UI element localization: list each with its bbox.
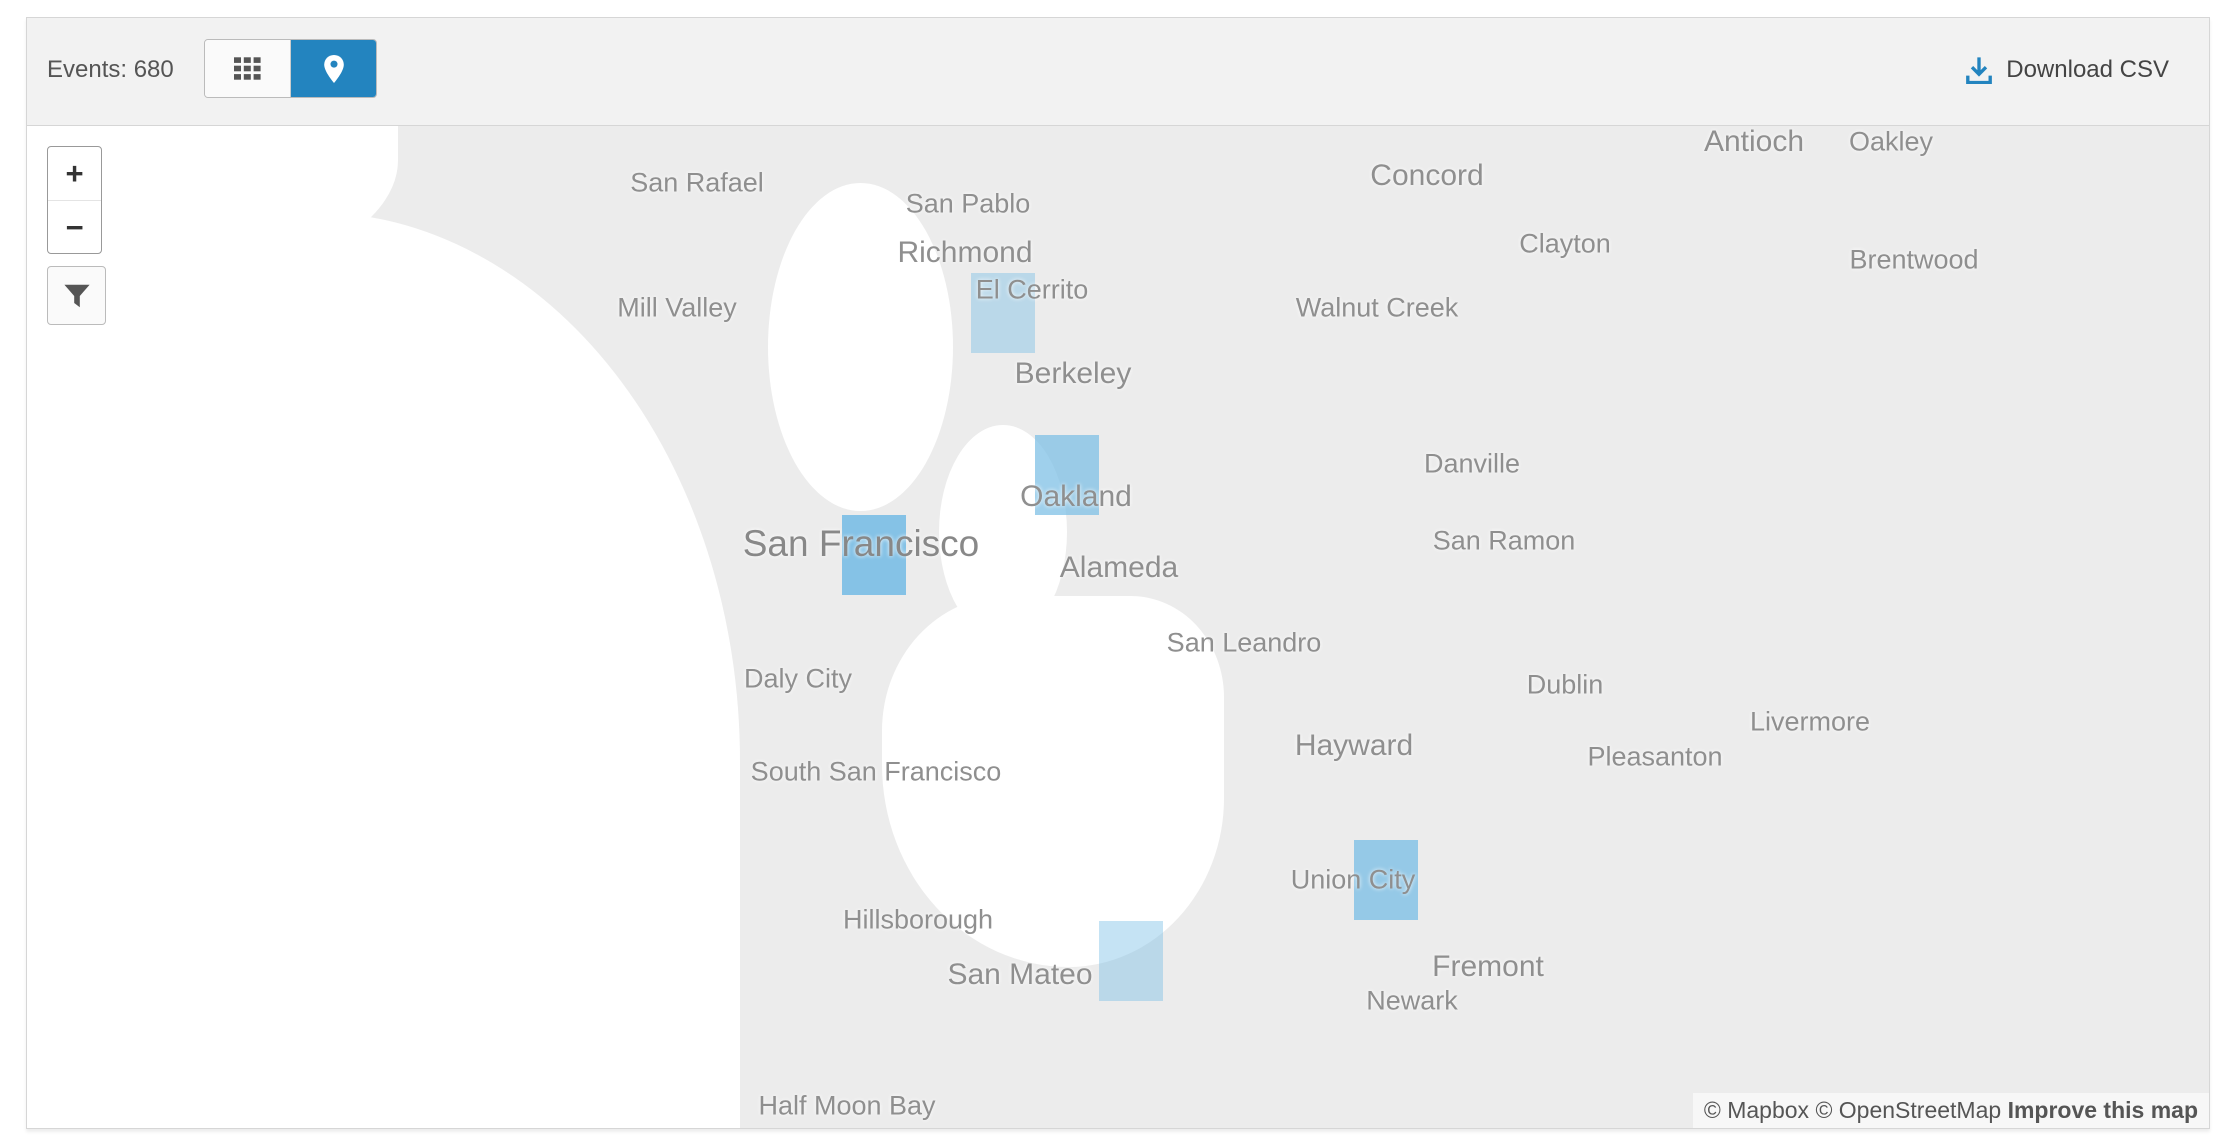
- osm-link[interactable]: © OpenStreetMap: [1815, 1097, 2002, 1123]
- map-label: Oakland: [1020, 480, 1132, 513]
- download-csv-button[interactable]: Download CSV: [1966, 56, 2169, 84]
- ocean: [27, 212, 740, 1128]
- map-label: San Rafael: [630, 167, 764, 198]
- map-label: Oakley: [1848, 126, 1934, 157]
- map-label: Clayton: [1519, 228, 1611, 259]
- heat-cell[interactable]: [1354, 840, 1418, 920]
- table-view-button[interactable]: [205, 40, 291, 97]
- map-pin-icon: [323, 54, 344, 83]
- events-count: Events: 680: [47, 56, 174, 83]
- view-toggle: [204, 39, 377, 98]
- zoom-in-button[interactable]: +: [48, 147, 101, 201]
- map-panel: Events: 680 Download CSV Antioch Oakley …: [26, 17, 2210, 1129]
- bay: [882, 596, 1224, 967]
- map-label: Walnut Creek: [1295, 292, 1459, 323]
- map-label: Newark: [1366, 985, 1458, 1016]
- improve-map-link[interactable]: Improve this map: [2007, 1097, 2198, 1123]
- map-label: Pleasanton: [1587, 741, 1723, 772]
- map-label: San Leandro: [1166, 627, 1322, 658]
- map-label: Alameda: [1059, 551, 1179, 584]
- map-canvas[interactable]: Antioch Oakley San Rafael San Pablo Conc…: [27, 125, 2209, 1128]
- map-view-button[interactable]: [291, 40, 376, 97]
- map-label: Hillsborough: [842, 904, 994, 935]
- grid-icon: [233, 57, 261, 80]
- filter-button[interactable]: [47, 266, 106, 325]
- heat-cell[interactable]: [842, 515, 906, 595]
- map-label: Livermore: [1749, 706, 1871, 737]
- map-label: Union City: [1290, 864, 1416, 895]
- map-label: South San Francisco: [750, 756, 1002, 787]
- zoom-control: + −: [47, 146, 102, 254]
- map-label: Mill Valley: [617, 292, 737, 323]
- map-label: El Cerrito: [975, 274, 1089, 305]
- map-label: Daly City: [743, 663, 853, 694]
- filter-icon: [63, 284, 90, 307]
- toolbar: Events: 680 Download CSV: [27, 18, 2209, 126]
- map-label: San Mateo: [947, 958, 1093, 991]
- download-icon: [1966, 57, 1993, 84]
- map-label: Hayward: [1294, 729, 1414, 762]
- map-label: Berkeley: [1014, 357, 1132, 390]
- map-label: Danville: [1423, 448, 1521, 479]
- heat-cell[interactable]: [971, 273, 1035, 353]
- heat-cell[interactable]: [1099, 921, 1163, 1001]
- map-label: Fremont: [1432, 950, 1544, 983]
- zoom-out-button[interactable]: −: [65, 209, 84, 245]
- map-label: Dublin: [1526, 669, 1604, 700]
- mapbox-link[interactable]: © Mapbox: [1703, 1097, 1810, 1123]
- map-attribution: © Mapbox © OpenStreetMap Improve this ma…: [1692, 1093, 2209, 1128]
- bay: [768, 183, 953, 511]
- map-label: Brentwood: [1849, 244, 1979, 275]
- map-label: San Ramon: [1432, 525, 1576, 556]
- map-label: Concord: [1370, 159, 1484, 192]
- map-label: San Pablo: [905, 188, 1031, 219]
- map-label: San Francisco: [742, 523, 980, 564]
- heat-cell[interactable]: [1035, 435, 1099, 515]
- map-label: Antioch: [1703, 125, 1805, 158]
- download-csv-label: Download CSV: [2006, 56, 2169, 83]
- map-label: Half Moon Bay: [758, 1090, 936, 1121]
- map-label: Richmond: [897, 236, 1033, 269]
